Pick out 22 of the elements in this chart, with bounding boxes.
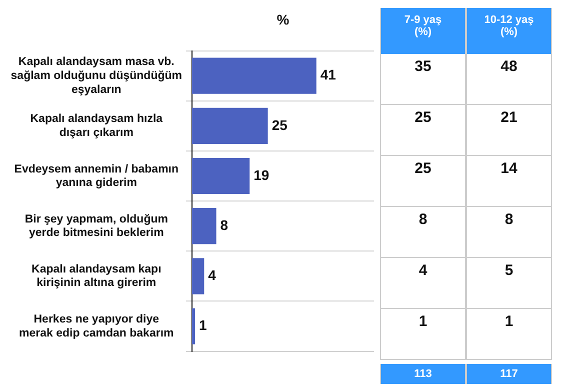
y-tick-label: Herkes ne yapıyor diye merak edip camdan bakarım <box>19 314 174 340</box>
data-label: 25 <box>272 116 288 133</box>
bar <box>192 258 204 294</box>
bar <box>192 158 250 194</box>
category-label: 10-12 yaş (%) <box>466 8 552 54</box>
y-tick-label: Bir şey yapmam, olduğum yerde bitmesini beklerim <box>24 213 168 240</box>
category-label: 7-9 yaş (%) <box>380 8 466 54</box>
bar <box>192 108 268 144</box>
value-table: 7-9 yaş (%) 10-12 yaş (%) 35 48 25 21 25 14 8 8 4 5 1 1 113 117 <box>380 8 552 384</box>
bar <box>192 208 216 244</box>
bar <box>192 58 316 94</box>
data-label: 4 <box>208 267 216 284</box>
data-label: 41 <box>320 66 336 83</box>
y-tick-label: Kapalı alandaysam masa vb. sağlam olduğunu düşündüğüm eşyaların <box>10 56 182 96</box>
y-tick-label: Kapalı alandaysam kapı kirişinin altına girerim <box>32 263 162 290</box>
y-tick-label: Evdeysem annemin / babamın yanına giderim <box>14 163 179 190</box>
data-label: 19 <box>254 166 270 183</box>
data-label: 8 <box>220 216 228 233</box>
bar <box>192 308 196 344</box>
y-tick-label: Kapalı alandaysam hızla dışarı çıkarım <box>30 113 164 139</box>
data-label: 1 <box>199 317 208 334</box>
x-axis-title: % <box>276 11 290 28</box>
